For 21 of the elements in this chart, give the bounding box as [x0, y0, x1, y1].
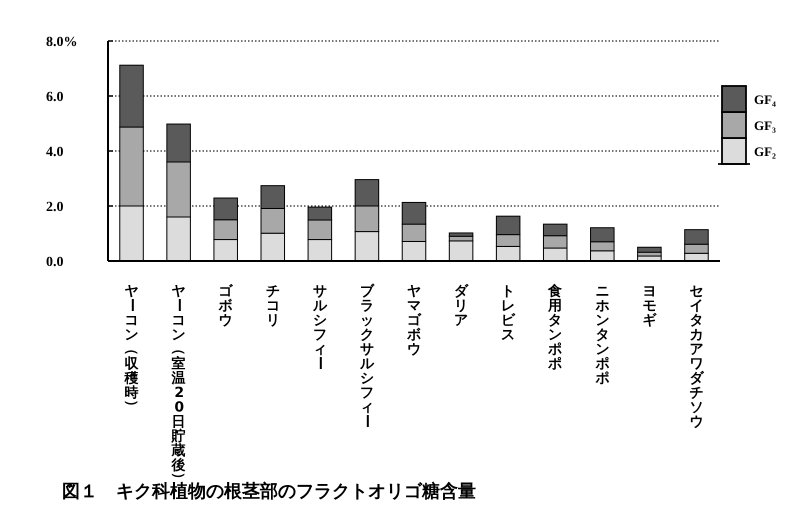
x-tick-label: ニホンタンポポ	[594, 283, 610, 386]
x-tick-label: チコリ	[266, 283, 280, 328]
category-label: ヤーコン（収穫時）	[123, 283, 140, 414]
y-tick-label: 4.0	[46, 145, 64, 160]
legend-label: GF₃	[754, 118, 776, 133]
x-tick-label: ヨモギ	[642, 283, 658, 328]
x-tick-label: トレビス	[501, 283, 516, 343]
y-tick-label: 0.0	[46, 255, 64, 270]
legend-label: GF₄	[754, 92, 776, 107]
x-tick-label: ヤマゴボウ	[406, 283, 422, 358]
legend-label: GF₂	[754, 144, 776, 159]
category-label: セイタカアワダチソウ	[689, 283, 704, 430]
y-tick-label: 8.0%	[46, 35, 78, 50]
x-tick-label: ゴボウ	[218, 283, 234, 328]
x-tick-label: サルシフィー	[312, 283, 328, 370]
y-tick-label: 6.0	[46, 90, 64, 105]
x-tick-label: 食用タンポポ	[547, 283, 562, 372]
x-tick-label: ダリア	[454, 283, 470, 328]
y-tick-label: 2.0	[46, 200, 64, 215]
bar	[637, 246, 662, 253]
category-label: ブラックサルシフィー	[358, 283, 375, 428]
